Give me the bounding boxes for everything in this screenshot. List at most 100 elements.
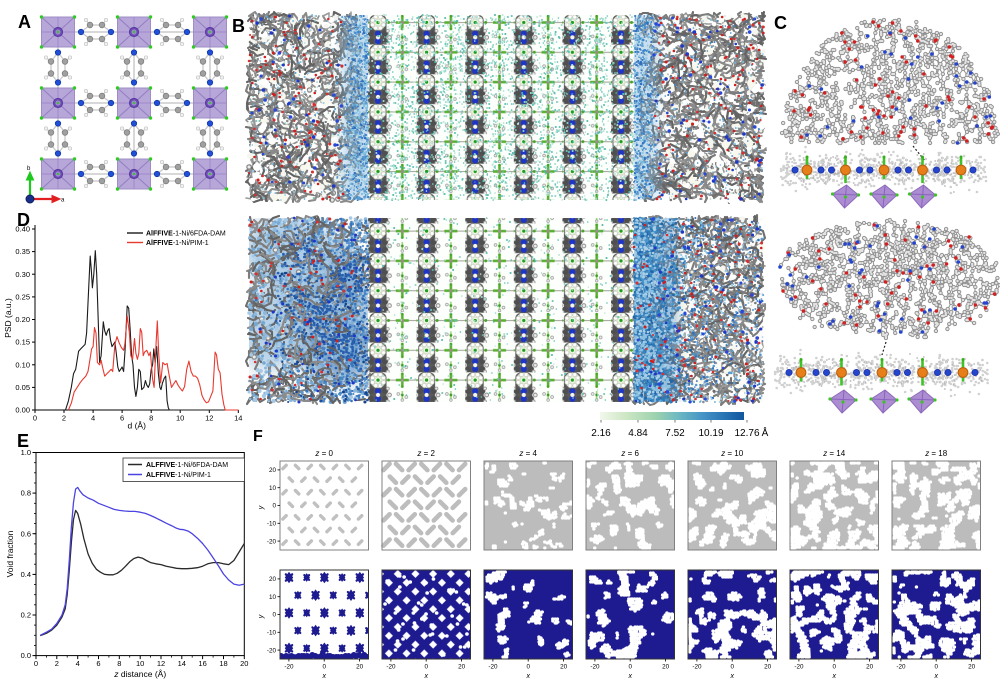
svg-text:ALFFIVE-1-Ni/PIM-1: ALFFIVE-1-Ni/PIM-1 — [146, 472, 211, 479]
svg-text:10: 10 — [269, 594, 277, 601]
svg-text:-20: -20 — [386, 664, 396, 671]
svg-text:A: A — [18, 12, 31, 32]
svg-text:4.84: 4.84 — [628, 428, 648, 439]
svg-text:0.35: 0.35 — [15, 247, 30, 256]
svg-text:4: 4 — [91, 414, 95, 423]
svg-text:Void fraction: Void fraction — [5, 530, 15, 577]
svg-text:z distance (Å): z distance (Å) — [113, 669, 166, 679]
svg-text:20: 20 — [356, 664, 364, 671]
svg-text:7.52: 7.52 — [665, 428, 685, 439]
svg-text:14: 14 — [178, 659, 186, 668]
svg-text:F: F — [253, 428, 263, 445]
svg-text:AlFFIVE-1-Ni/6FDA-DAM: AlFFIVE-1-Ni/6FDA-DAM — [146, 230, 226, 237]
svg-text:y: y — [258, 505, 265, 510]
svg-text:2: 2 — [55, 659, 59, 668]
svg-text:0.25: 0.25 — [15, 293, 30, 302]
svg-text:d (Å): d (Å) — [127, 421, 146, 431]
svg-text:x: x — [423, 673, 428, 680]
svg-text:D: D — [17, 210, 30, 230]
svg-text:-20: -20 — [488, 664, 498, 671]
svg-text:0.6: 0.6 — [21, 529, 31, 538]
svg-text:12: 12 — [205, 414, 213, 423]
svg-text:Å: Å — [762, 426, 769, 439]
svg-text:-10: -10 — [267, 630, 277, 637]
svg-text:C: C — [774, 13, 787, 33]
svg-text:0.40: 0.40 — [15, 225, 30, 234]
svg-text:z = 10: z = 10 — [720, 449, 744, 458]
svg-text:0.05: 0.05 — [15, 383, 30, 392]
svg-text:0: 0 — [832, 664, 836, 671]
svg-text:a: a — [61, 198, 65, 204]
svg-text:0: 0 — [34, 659, 38, 668]
svg-text:-20: -20 — [267, 538, 277, 545]
svg-text:6: 6 — [120, 414, 124, 423]
svg-text:0: 0 — [33, 414, 37, 423]
svg-text:z = 4: z = 4 — [518, 449, 537, 458]
svg-text:-20: -20 — [284, 664, 294, 671]
svg-text:ALFFIVE-1-Ni/6FDA-DAM: ALFFIVE-1-Ni/6FDA-DAM — [146, 462, 228, 469]
svg-text:12.76: 12.76 — [734, 428, 759, 439]
svg-text:8: 8 — [149, 414, 153, 423]
svg-text:E: E — [17, 431, 29, 451]
svg-text:0.30: 0.30 — [15, 270, 30, 279]
svg-text:20: 20 — [662, 664, 670, 671]
svg-text:20: 20 — [269, 576, 277, 583]
svg-text:8: 8 — [117, 659, 121, 668]
svg-text:PSD (a.u.): PSD (a.u.) — [3, 298, 13, 338]
svg-text:B: B — [232, 16, 245, 36]
svg-text:0: 0 — [730, 664, 734, 671]
svg-text:0: 0 — [322, 664, 326, 671]
svg-text:z = 0: z = 0 — [314, 449, 333, 458]
svg-text:x: x — [321, 673, 326, 680]
svg-text:20: 20 — [764, 664, 772, 671]
svg-text:12: 12 — [157, 659, 165, 668]
svg-text:0: 0 — [272, 503, 276, 510]
svg-text:0.15: 0.15 — [15, 338, 30, 347]
svg-text:4: 4 — [76, 659, 80, 668]
svg-text:0.00: 0.00 — [15, 406, 30, 415]
svg-text:0.2: 0.2 — [21, 611, 31, 620]
svg-text:z = 14: z = 14 — [822, 449, 846, 458]
svg-text:0.4: 0.4 — [21, 570, 31, 579]
svg-text:1.0: 1.0 — [21, 448, 31, 457]
svg-text:2.16: 2.16 — [591, 428, 611, 439]
svg-text:b: b — [27, 166, 31, 172]
svg-text:0.8: 0.8 — [21, 489, 31, 498]
svg-text:10.19: 10.19 — [698, 428, 723, 439]
svg-text:10: 10 — [269, 485, 277, 492]
svg-text:6: 6 — [96, 659, 100, 668]
svg-text:18: 18 — [219, 659, 227, 668]
svg-text:x: x — [627, 673, 632, 680]
svg-text:-20: -20 — [794, 664, 804, 671]
svg-text:-20: -20 — [896, 664, 906, 671]
svg-text:0.20: 0.20 — [15, 315, 30, 324]
svg-text:20: 20 — [458, 664, 466, 671]
svg-text:z = 2: z = 2 — [416, 449, 435, 458]
svg-text:20: 20 — [560, 664, 568, 671]
svg-text:-20: -20 — [267, 647, 277, 654]
svg-text:0.0: 0.0 — [21, 651, 31, 660]
svg-text:z = 6: z = 6 — [620, 449, 639, 458]
svg-text:AlFFIVE-1-Ni/PIM-1: AlFFIVE-1-Ni/PIM-1 — [146, 240, 209, 247]
svg-text:10: 10 — [136, 659, 144, 668]
svg-text:0: 0 — [424, 664, 428, 671]
svg-text:20: 20 — [968, 664, 976, 671]
svg-text:0: 0 — [526, 664, 530, 671]
svg-text:20: 20 — [240, 659, 248, 668]
svg-text:10: 10 — [176, 414, 184, 423]
svg-text:2: 2 — [62, 414, 66, 423]
svg-text:20: 20 — [866, 664, 874, 671]
svg-text:0: 0 — [934, 664, 938, 671]
svg-text:x: x — [831, 673, 836, 680]
svg-text:16: 16 — [198, 659, 206, 668]
svg-text:y: y — [258, 614, 265, 619]
svg-text:x: x — [525, 673, 530, 680]
svg-text:x: x — [729, 673, 734, 680]
svg-text:0: 0 — [272, 612, 276, 619]
svg-text:-10: -10 — [267, 521, 277, 528]
svg-text:-20: -20 — [590, 664, 600, 671]
svg-text:14: 14 — [234, 414, 242, 423]
svg-text:z = 18: z = 18 — [924, 449, 948, 458]
svg-text:x: x — [933, 673, 938, 680]
svg-text:0: 0 — [628, 664, 632, 671]
